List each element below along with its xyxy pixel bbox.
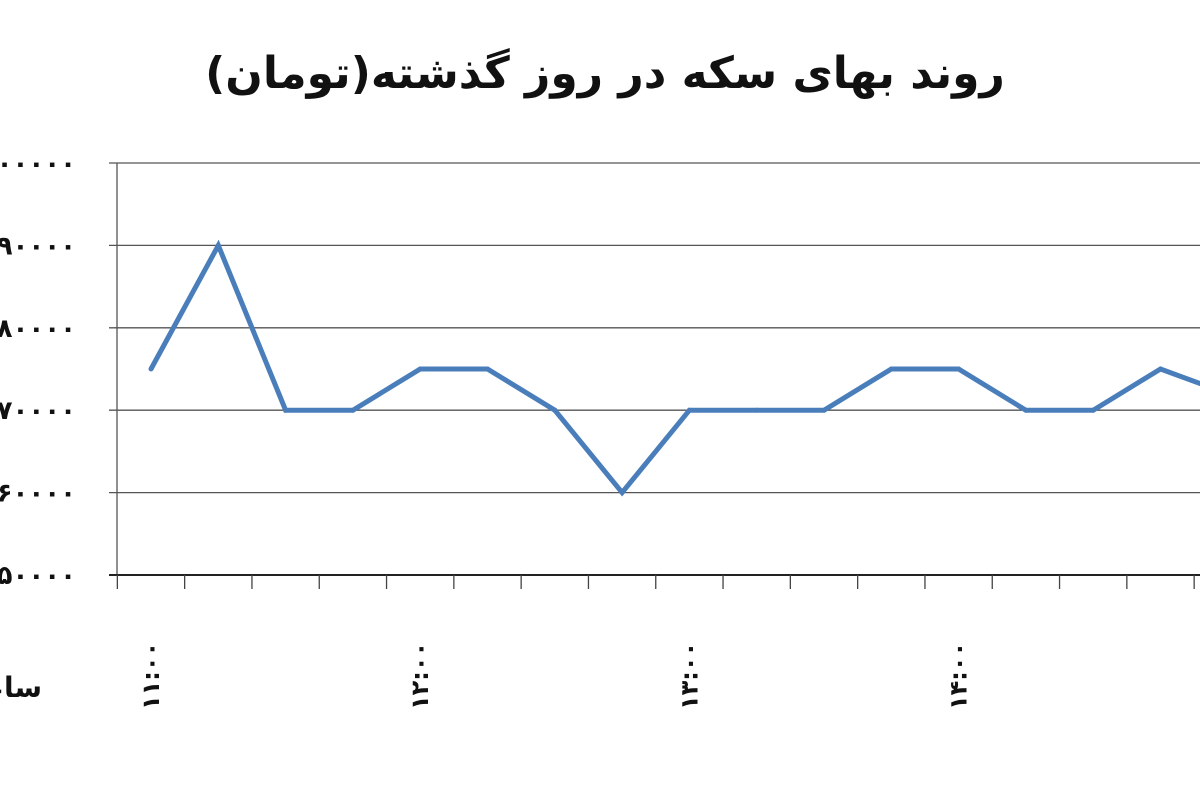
data-point bbox=[1023, 407, 1029, 413]
x-axis-label: ساعت bbox=[0, 671, 42, 704]
x-tick-label: ۱۳:۰۰ bbox=[675, 642, 703, 710]
data-point bbox=[148, 366, 154, 372]
series-line bbox=[148, 239, 1200, 497]
data-point bbox=[417, 366, 423, 372]
data-point bbox=[350, 407, 356, 413]
y-tick-label: ۸۸۰۰۰۰ bbox=[0, 314, 76, 344]
y-tick-label: ۸۶۰۰۰۰ bbox=[0, 479, 76, 509]
x-tick-label: ۱۱:۰۰ bbox=[137, 642, 165, 710]
y-tick-label: ۸۵۰۰۰۰ bbox=[0, 561, 76, 591]
chart-title: روند بهای سکه در روز گذشته(تومان) bbox=[205, 47, 1005, 99]
data-point bbox=[1158, 366, 1163, 372]
x-axis: ۱۱:۰۰ ۱۲:۰۰ ۱۳:۰۰ ۱۴:۰۰ bbox=[109, 163, 1200, 710]
data-point bbox=[888, 366, 894, 372]
x-tick-label: ۱۲:۰۰ bbox=[406, 642, 434, 710]
data-point bbox=[1090, 407, 1096, 413]
data-point bbox=[956, 366, 962, 372]
y-tick-label: ۸۹۰۰۰۰ bbox=[0, 231, 76, 261]
x-tick-label: ۱۴:۰۰ bbox=[945, 642, 973, 710]
data-point bbox=[821, 407, 827, 413]
data-point bbox=[485, 366, 490, 372]
y-tick-label: ۸۷۰۰۰۰ bbox=[0, 396, 76, 426]
data-point bbox=[686, 407, 692, 413]
gridlines bbox=[109, 162, 1200, 494]
data-point bbox=[215, 242, 221, 248]
data-point bbox=[552, 407, 558, 413]
data-point bbox=[754, 407, 760, 413]
series-layer bbox=[148, 239, 1200, 497]
data-point bbox=[283, 407, 289, 413]
data-point bbox=[619, 490, 625, 496]
